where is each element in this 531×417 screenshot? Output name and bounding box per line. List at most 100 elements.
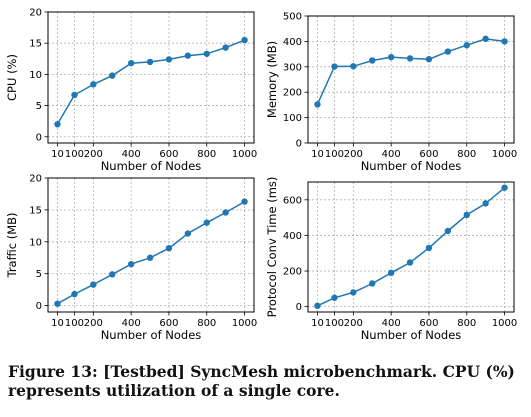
data-point [54, 121, 61, 128]
y-axis-label: Protocol Conv Time (ms) [265, 177, 279, 318]
data-point [109, 271, 116, 278]
data-point [241, 36, 248, 44]
x-tick-label: 1000 [492, 149, 517, 160]
data-point [425, 244, 433, 252]
series-line [316, 38, 505, 105]
y-tick-label: 10 [29, 70, 42, 81]
data-point [331, 63, 338, 70]
data-point [203, 50, 210, 57]
data-point [146, 58, 154, 66]
data-point [501, 184, 508, 191]
y-axis-label: Memory (MB) [265, 41, 279, 118]
data-point [444, 227, 452, 235]
x-tick-label: 1000 [232, 318, 257, 329]
data-point [444, 48, 452, 55]
data-point [222, 209, 229, 216]
data-point [406, 55, 414, 62]
x-tick-label: 1000 [232, 149, 257, 160]
x-tick-label: 800 [197, 318, 216, 329]
plot-frame [47, 11, 255, 144]
x-tick-label: 200 [84, 318, 103, 329]
x-tick-label: 400 [382, 149, 401, 160]
x-tick-label: 100 [65, 149, 84, 160]
data-point [165, 244, 173, 252]
y-axis-label: CPU (%) [5, 54, 19, 101]
x-tick-label: 200 [344, 318, 363, 329]
data-point [350, 63, 357, 70]
x-tick-label: 600 [419, 149, 438, 160]
data-point [90, 281, 97, 288]
data-point [406, 259, 414, 266]
y-tick-label: 20 [29, 174, 42, 185]
y-tick-label: 0 [296, 302, 302, 313]
data-point [350, 289, 357, 296]
data-point [90, 81, 97, 88]
data-point [241, 198, 248, 205]
x-tick-label: 600 [419, 318, 438, 329]
y-tick-label: 15 [29, 39, 42, 50]
x-tick-label: 400 [122, 149, 141, 160]
y-tick-label: 200 [283, 88, 302, 99]
data-point [501, 38, 508, 45]
data-point [463, 42, 470, 49]
plot-frame [307, 181, 515, 313]
data-point [387, 53, 395, 61]
x-axis-label: Number of Nodes [101, 159, 202, 173]
x-axis-label: Number of Nodes [101, 328, 202, 342]
x-tick-label: 10 [311, 318, 324, 329]
series-line [57, 200, 245, 305]
x-tick-label: 10 [51, 149, 64, 160]
data-point [369, 280, 376, 287]
data-point [314, 101, 321, 108]
y-tick-label: 400 [283, 37, 302, 48]
y-tick-label: 0 [36, 132, 42, 143]
data-point [314, 302, 321, 309]
y-axis-label: Traffic (MB) [5, 213, 19, 279]
data-point [369, 57, 376, 64]
x-tick-label: 10 [51, 318, 64, 329]
data-point [203, 219, 210, 226]
data-point [71, 91, 78, 99]
plot-frame [307, 15, 515, 144]
y-tick-label: 5 [36, 101, 42, 112]
data-point [184, 230, 192, 237]
data-point [146, 254, 154, 261]
x-tick-label: 1000 [492, 318, 517, 329]
x-tick-label: 100 [325, 318, 344, 329]
y-tick-label: 0 [36, 301, 42, 312]
data-point [54, 300, 61, 307]
data-point [127, 260, 135, 268]
y-tick-label: 500 [283, 12, 302, 23]
y-tick-label: 15 [29, 205, 42, 216]
x-tick-label: 400 [122, 318, 141, 329]
y-tick-label: 100 [283, 113, 302, 124]
y-tick-label: 0 [296, 139, 302, 150]
x-tick-label: 800 [457, 318, 476, 329]
x-tick-label: 600 [159, 318, 178, 329]
data-point [425, 55, 433, 63]
chart-panel: 10 100 200 400 600 800 10000100200300400500Num… [265, 12, 517, 174]
x-tick-label: 200 [344, 149, 363, 160]
data-point [109, 72, 116, 79]
data-point [71, 290, 78, 298]
data-point [482, 200, 489, 207]
plot-frame [47, 177, 255, 313]
series-line [56, 39, 245, 125]
x-tick-label: 400 [382, 318, 401, 329]
data-point [482, 35, 489, 43]
y-tick-label: 5 [36, 269, 42, 280]
x-tick-label: 600 [159, 149, 178, 160]
x-axis-label: Number of Nodes [361, 328, 462, 342]
data-point [331, 294, 338, 301]
x-tick-label: 200 [84, 149, 103, 160]
series-line [317, 187, 506, 307]
data-point [127, 59, 135, 67]
x-tick-label: 100 [325, 149, 344, 160]
y-tick-label: 300 [283, 62, 302, 73]
data-point [463, 211, 470, 219]
data-point [222, 44, 229, 51]
x-tick-label: 800 [197, 149, 216, 160]
data-point [184, 52, 192, 59]
